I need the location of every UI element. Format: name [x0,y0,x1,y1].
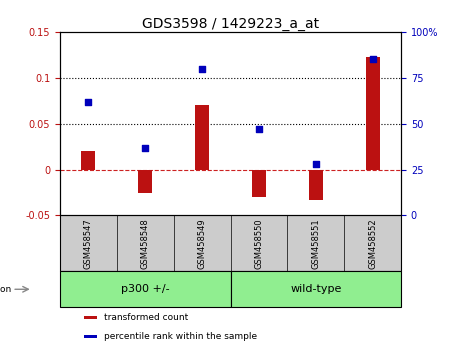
Bar [60,271,230,307]
Text: GSM458548: GSM458548 [141,218,150,269]
Bar [230,271,401,307]
Text: GSM458550: GSM458550 [254,218,263,269]
Bar [81,151,95,170]
Bar [84,316,97,319]
Point [312,161,319,167]
Point [255,126,263,132]
Bar [138,170,152,193]
Text: wild-type: wild-type [290,284,342,294]
Text: genotype/variation: genotype/variation [0,285,12,294]
Point [142,145,149,150]
Text: GSM458551: GSM458551 [311,218,320,269]
Bar [309,170,323,200]
Point [85,99,92,104]
Text: percentile rank within the sample: percentile rank within the sample [104,332,257,341]
Point [198,66,206,72]
Text: GSM458552: GSM458552 [368,218,377,269]
Text: GSM458549: GSM458549 [198,218,207,269]
Bar [84,336,97,338]
Bar [252,170,266,197]
Title: GDS3598 / 1429223_a_at: GDS3598 / 1429223_a_at [142,17,319,31]
Bar [366,57,380,170]
Text: transformed count: transformed count [104,313,189,322]
Text: p300 +/-: p300 +/- [121,284,170,294]
Point [369,57,376,62]
Text: GSM458547: GSM458547 [84,218,93,269]
Bar [195,105,209,170]
